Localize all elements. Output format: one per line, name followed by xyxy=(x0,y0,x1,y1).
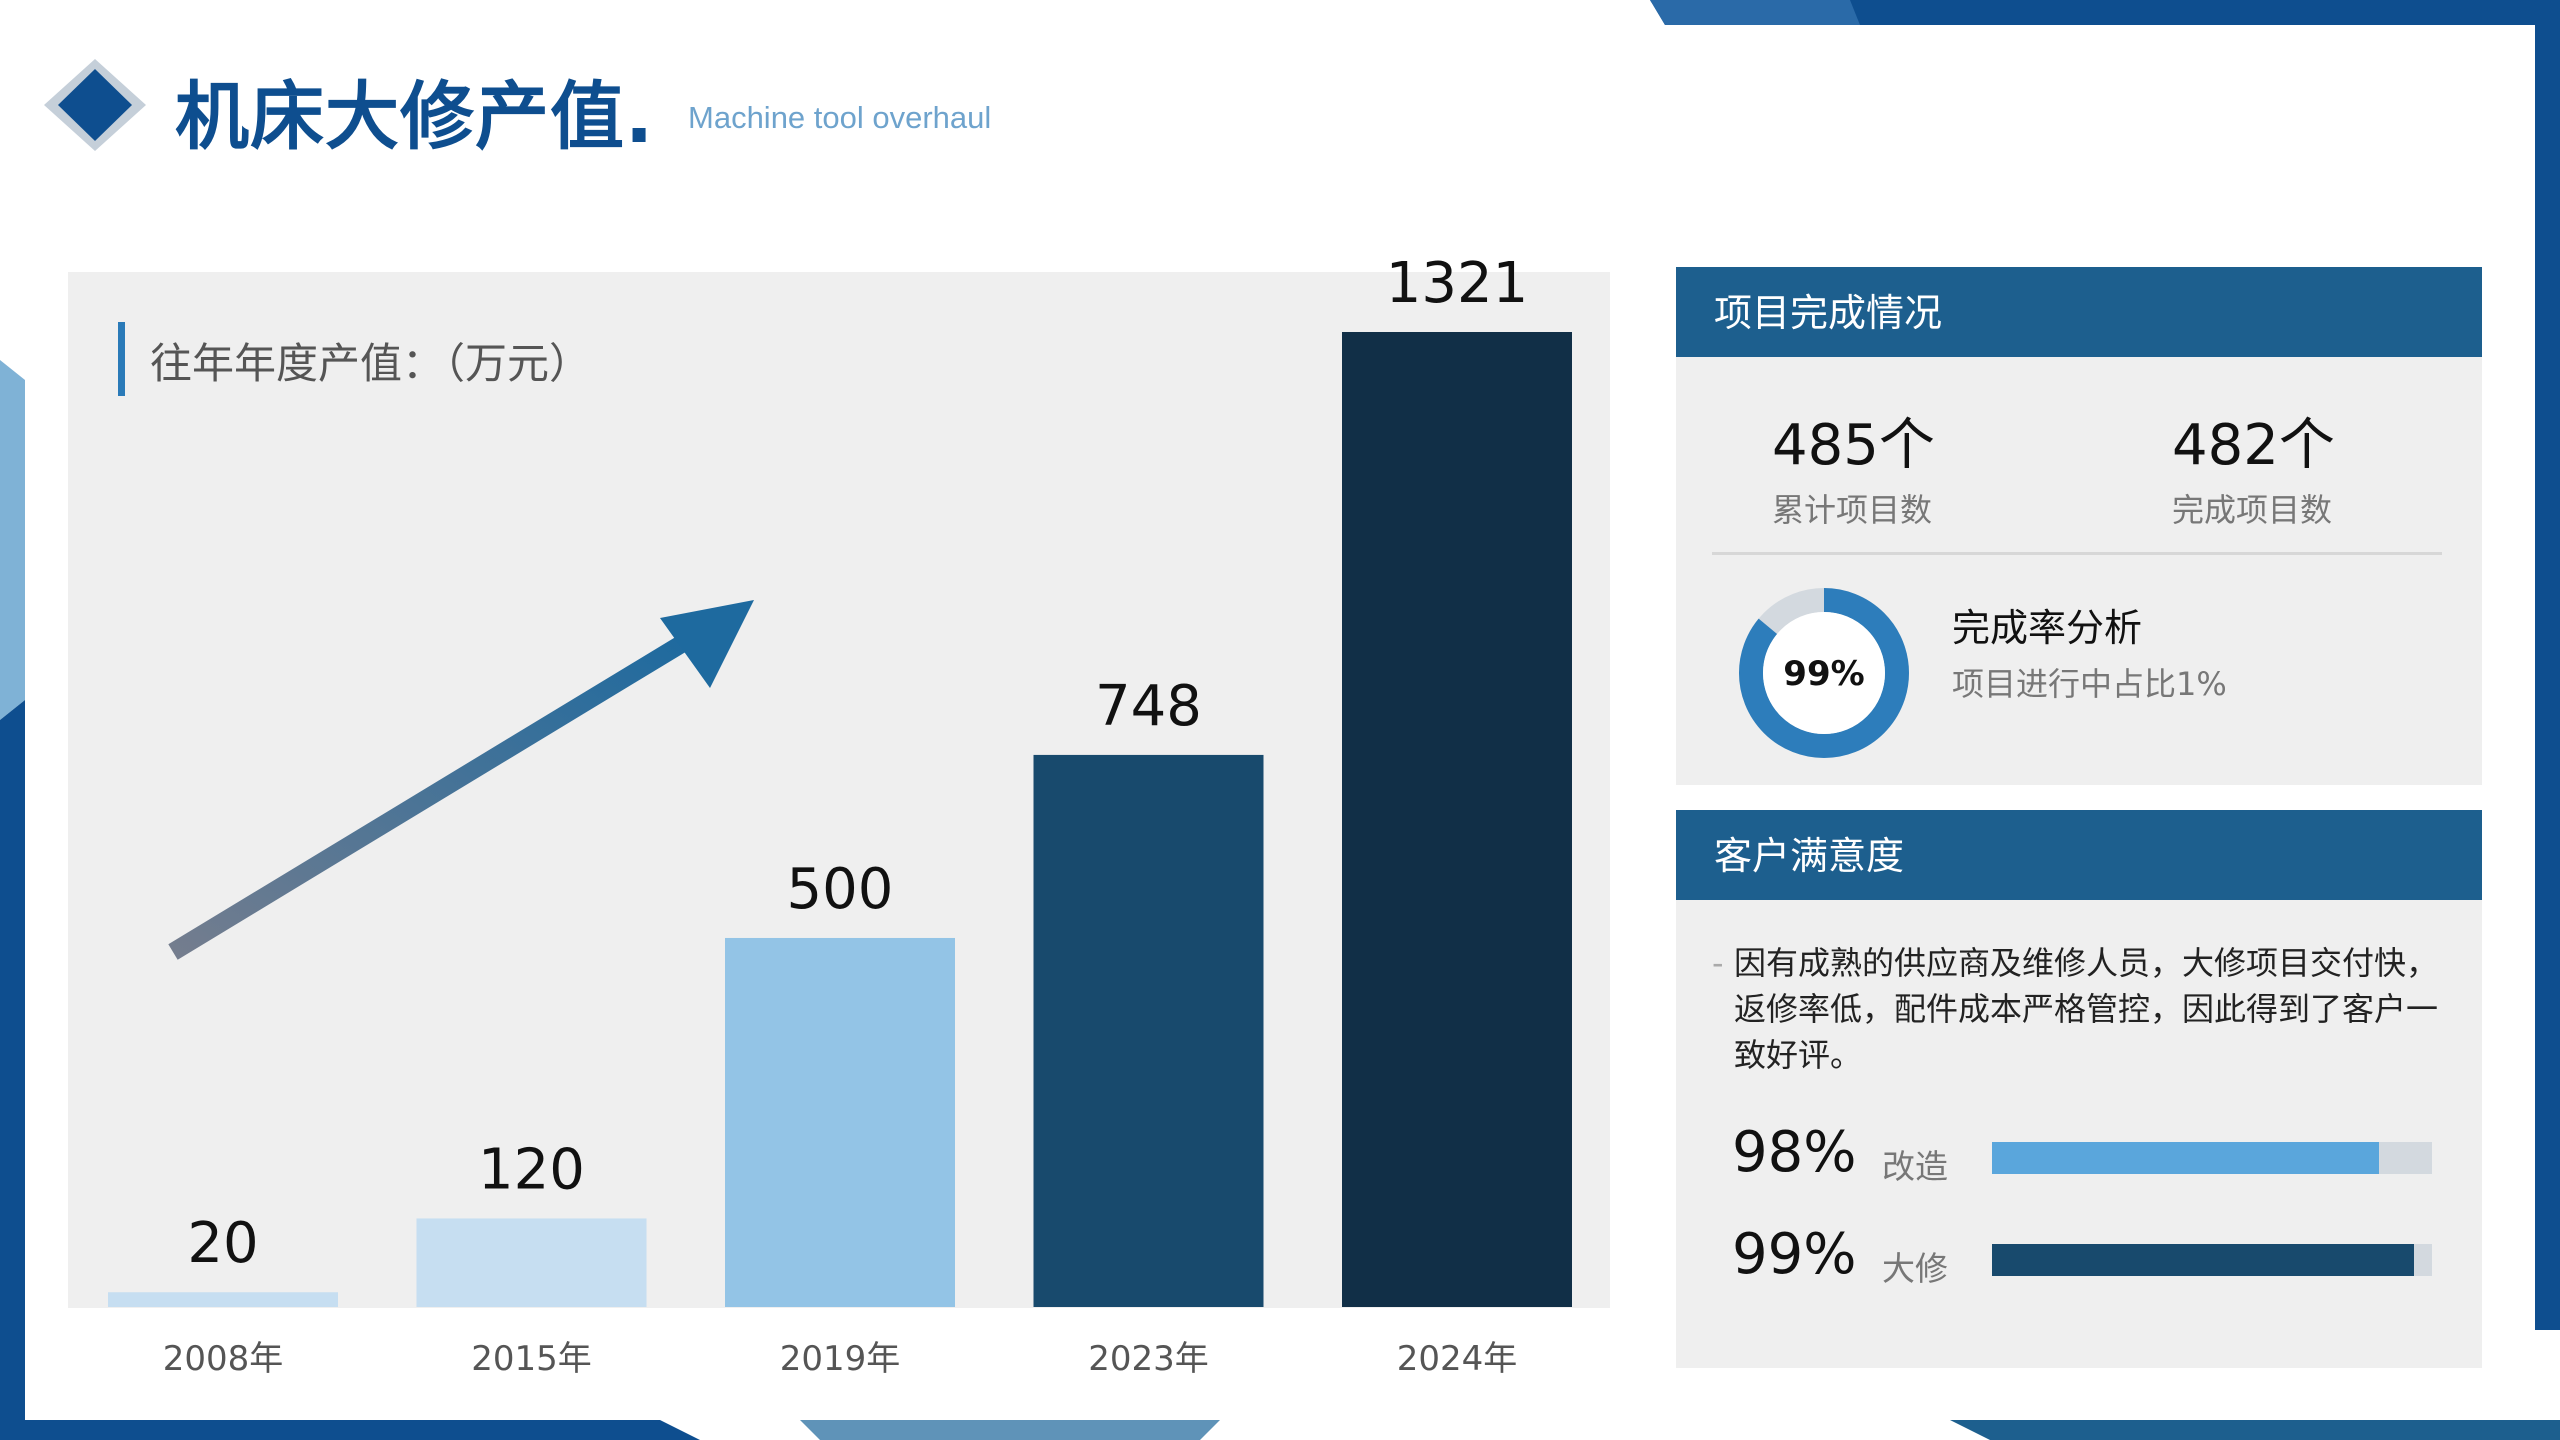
total-projects-value: 485个 xyxy=(1772,413,1935,478)
bar-1 xyxy=(416,1218,647,1307)
total-projects-label: 累计项目数 xyxy=(1772,491,1933,529)
bar-2 xyxy=(725,937,955,1307)
x-tick-label-0: 2008年 xyxy=(163,1339,284,1379)
x-tick-label-3: 2023年 xyxy=(1088,1339,1209,1379)
page-subtitle: Machine tool overhaul xyxy=(688,100,992,135)
metric-overhaul-track xyxy=(1992,1244,2432,1276)
bar-value-label-3: 748 xyxy=(1095,674,1202,739)
x-tick-label-1: 2015年 xyxy=(471,1339,592,1379)
completion-header: 项目完成情况 xyxy=(1676,267,2482,357)
metric-overhaul-label: 大修 xyxy=(1882,1249,1948,1288)
chart-heading-accent xyxy=(118,322,125,396)
completed-projects-label: 完成项目数 xyxy=(2172,491,2333,529)
divider xyxy=(1712,552,2442,555)
rate-title: 完成率分析 xyxy=(1952,606,2143,650)
bar-0 xyxy=(108,1292,338,1307)
description-text: 因有成熟的供应商及维修人员，大修项目交付快，返修率低，配件成本严格管控，因此得到… xyxy=(1734,944,2439,1074)
completion-card: 项目完成情况 485个 累计项目数 482个 完成项目数 99% 完成率分析 项… xyxy=(1676,267,2482,785)
x-tick-label-4: 2024年 xyxy=(1397,1339,1518,1379)
donut-percent-label: 99% xyxy=(1783,654,1864,694)
bar-value-label-2: 500 xyxy=(787,857,894,922)
metric-renovation-fill xyxy=(1992,1142,2380,1174)
bar-4 xyxy=(1342,332,1572,1307)
chart-heading: 往年年度产值：（万元） xyxy=(150,339,592,388)
satisfaction-header: 客户满意度 xyxy=(1676,810,2482,900)
metric-renovation: 98% 改造 xyxy=(1732,1120,2452,1190)
bar-chart: 20 2008年 120 2015年 500 2019年 748 2023年 1321 2024年 xyxy=(108,251,1572,1379)
donut-arc xyxy=(1739,588,1909,758)
metric-overhaul: 99% 大修 xyxy=(1732,1222,2452,1292)
bar-3 xyxy=(1033,754,1264,1307)
bar-value-label-1: 120 xyxy=(478,1137,585,1202)
diamond-logo-icon xyxy=(44,59,146,151)
total-projects-stat: 485个 累计项目数 xyxy=(1772,400,1935,531)
metric-renovation-track xyxy=(1992,1142,2432,1174)
satisfaction-description: - 因有成熟的供应商及维修人员，大修项目交付快，返修率低，配件成本严格管控，因此… xyxy=(1712,940,2452,1078)
donut-center xyxy=(1763,612,1885,734)
satisfaction-card: 客户满意度 - 因有成熟的供应商及维修人员，大修项目交付快，返修率低，配件成本严… xyxy=(1676,810,2482,1368)
metric-renovation-label: 改造 xyxy=(1882,1147,1948,1186)
completed-projects-stat: 482个 完成项目数 xyxy=(2172,400,2335,531)
bullet-dash: - xyxy=(1712,944,1724,982)
bar-value-label-4: 1321 xyxy=(1386,251,1529,316)
trend-arrow-icon xyxy=(168,600,754,960)
metric-overhaul-fill xyxy=(1992,1244,2415,1276)
completed-projects-value: 482个 xyxy=(2172,413,2335,478)
metric-overhaul-value: 99% xyxy=(1732,1222,1857,1287)
metric-renovation-value: 98% xyxy=(1732,1120,1857,1185)
completion-donut-chart: 99% xyxy=(1739,588,1909,758)
x-tick-label-2: 2019年 xyxy=(780,1339,901,1379)
page-title: 机床大修产值. xyxy=(175,74,655,160)
bar-value-label-0: 20 xyxy=(187,1211,258,1276)
rate-subtitle: 项目进行中占比1% xyxy=(1952,665,2227,703)
